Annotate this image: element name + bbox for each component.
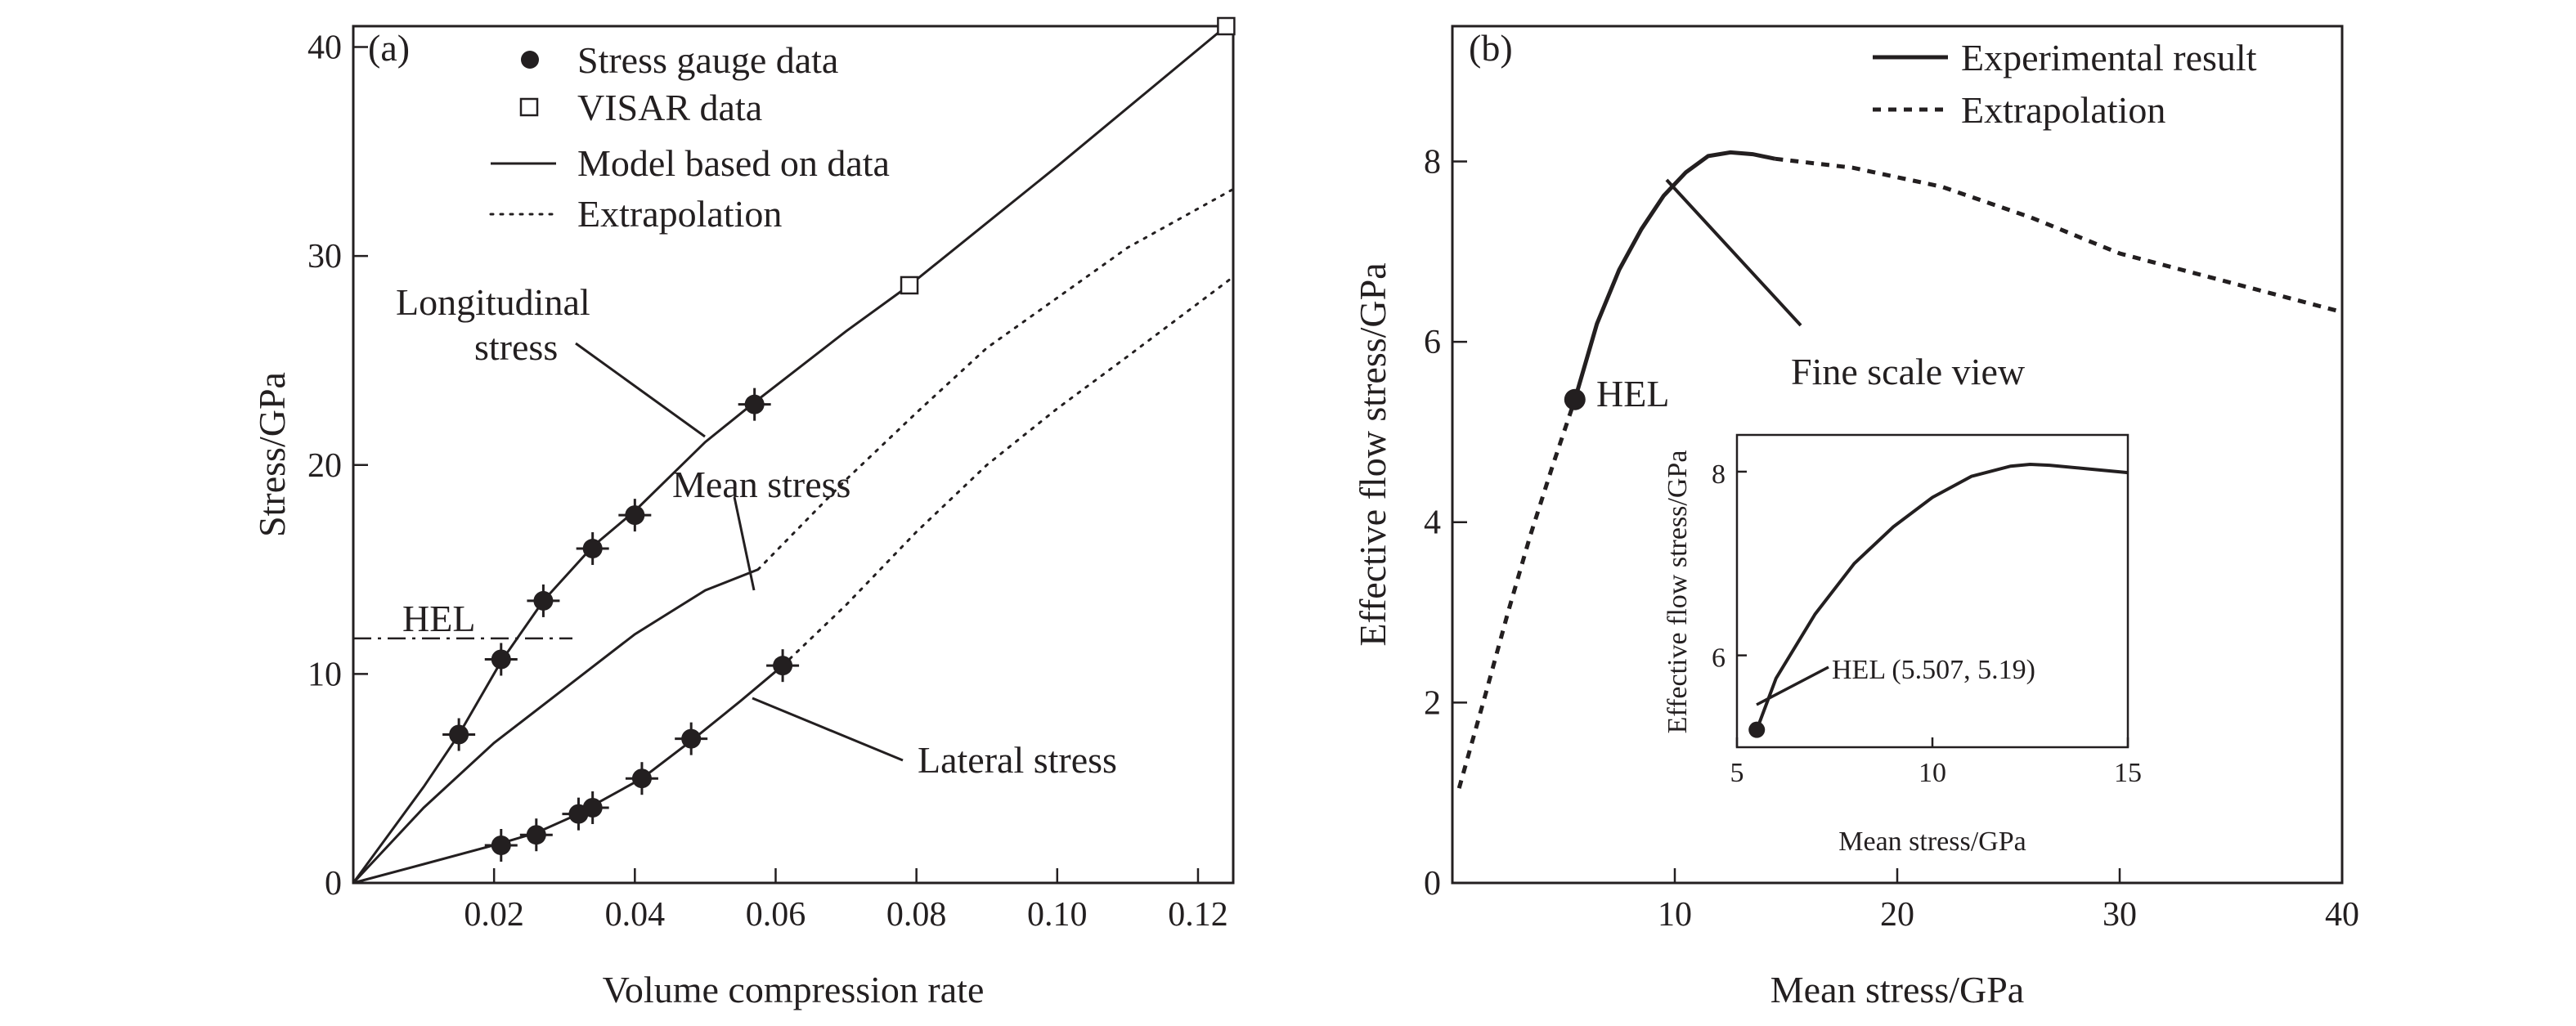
panel-a-x-tick-label: 0.12 [1168,896,1228,934]
leader-fine-scale [1665,178,1802,327]
legend-label-experimental: Experimental result [1961,37,2257,78]
inset-hel-marker [1748,721,1766,738]
legend-label-visar: VISAR data [577,87,762,128]
panel-a-x-tick-label: 0.10 [1027,896,1088,934]
panel-b-legend: Experimental result Extrapolation [1873,37,2257,131]
inset-y-tick-label: 6 [1712,643,1726,674]
panel-b-x-title: Mean stress/GPa [1770,969,2024,1010]
panel-a-frame [352,25,1235,885]
stress-gauge-point [582,797,603,818]
stress-gauge-point [744,394,765,414]
stress-gauge-point [582,539,603,559]
panel-a-y-tick-label: 30 [307,238,342,276]
panel-b-y-title: Effective flow stress/GPa [1352,262,1393,646]
legend-marker-visar [519,97,539,117]
panel-b-x-tick-label: 40 [2325,896,2359,934]
annotation-longitudinal: Longitudinal [396,281,590,323]
inset-hel-leader [1756,665,1829,706]
inset-chart: 5 10 15 6 8 HEL (5.507, 5.19) Mean stress/GP… [1663,433,2142,857]
inset-x-tick-label: 10 [1919,758,1946,788]
panel-b-y-tick-label: 0 [1424,865,1441,903]
panel-a-data-points [442,16,1236,862]
leader-lateral [752,697,904,762]
panel-b-label: (b) [1469,27,1513,69]
panel-a-x-tick-label: 0.06 [746,896,806,934]
panel-b-y-tick-label: 4 [1424,504,1441,542]
extrapolation-curve-0 [756,187,1235,571]
panel-b-y-tick-label: 2 [1424,684,1441,722]
panel-a-x-tick-label: 0.02 [464,896,524,934]
inset-y-tick-label: 8 [1712,459,1726,490]
model-curve-1 [352,568,759,885]
stress-gauge-point [533,590,554,611]
legend-marker-stress-gauge [521,51,539,69]
legend-label-model: Model based on data [577,142,890,184]
annotation-mean-stress: Mean stress [672,464,850,505]
panel-a-label: (a) [368,27,410,69]
panel-a-x-title: Volume compression rate [603,969,985,1010]
panel-a-x-tick-label: 0.04 [605,896,666,934]
leader-mean [733,496,756,591]
annotation-lateral-stress: Lateral stress [918,739,1117,781]
leader-longitudinal [575,342,706,438]
inset-y-title: Effective flow stress/GPa [1663,450,1693,734]
legend-label-extrapolation: Extrapolation [577,193,782,235]
stress-gauge-point [526,825,546,845]
stress-gauge-point [631,768,652,789]
panel-a-hel-label: HEL [402,598,475,639]
annotation-fine-scale-view: Fine scale view [1791,351,2026,392]
stress-gauge-point [491,835,511,855]
inset-ticks: 5 10 15 6 8 [1712,459,2142,788]
stress-gauge-point [681,728,702,749]
inset-frame [1735,433,2129,749]
panel-a-y-tick-label: 0 [325,865,342,903]
inset-hel-annotation: HEL (5.507, 5.19) [1832,655,2035,685]
panel-b-y-tick-label: 6 [1424,324,1441,361]
panel-b-x-tick-label: 20 [1880,896,1914,934]
b-extrapolation-curve-0 [1456,398,1577,789]
inset-curve [1755,462,2129,731]
experimental-curve [1573,150,1775,401]
panel-a-y-title: Stress/GPa [251,372,293,537]
stress-gauge-point [625,505,645,526]
panel-a: (a) 0.02 0.04 0.06 0.08 0.10 0.12 0 10 20 30 40 HE… [251,16,1236,1010]
panel-a-legend: Stress gauge data VISAR data Model based… [489,39,890,235]
stress-gauge-point [773,656,793,676]
panel-b-hel-label: HEL [1596,373,1669,414]
extrapolation-curve-1 [781,276,1235,667]
legend-label-stress-gauge: Stress gauge data [577,39,838,81]
panel-b: (b) 10 20 30 40 0 2 4 6 8 HEL Fine scale view Ex… [1352,25,2359,1010]
legend-label-b-extrapolation: Extrapolation [1961,89,2165,131]
panel-b-ticks: 10 20 30 40 0 2 4 6 8 [1424,143,2359,934]
visar-point [900,276,919,295]
stress-gauge-point [449,724,469,745]
stress-gauge-point [491,649,511,670]
panel-a-x-tick-label: 0.08 [886,896,947,934]
panel-b-series-lines [1456,150,2343,789]
inset-x-tick-label: 15 [2114,758,2142,788]
b-extrapolation-curve-1 [1775,156,2343,315]
inset-x-title: Mean stress/GPa [1838,827,2026,857]
panel-a-y-tick-label: 20 [307,447,342,485]
inset-x-tick-label: 5 [1730,758,1744,788]
panel-a-y-tick-label: 40 [307,29,342,67]
model-curve-2 [352,665,784,885]
panel-a-ticks: 0.02 0.04 0.06 0.08 0.10 0.12 0 10 20 30 40 [307,29,1228,934]
panel-b-x-tick-label: 30 [2103,896,2137,934]
annotation-longitudinal-2: stress [474,326,558,368]
panel-b-y-tick-label: 8 [1424,143,1441,181]
panel-b-hel-marker [1564,388,1586,410]
panel-b-x-tick-label: 10 [1658,896,1692,934]
panel-a-y-tick-label: 10 [307,656,342,693]
visar-point [1217,16,1236,36]
